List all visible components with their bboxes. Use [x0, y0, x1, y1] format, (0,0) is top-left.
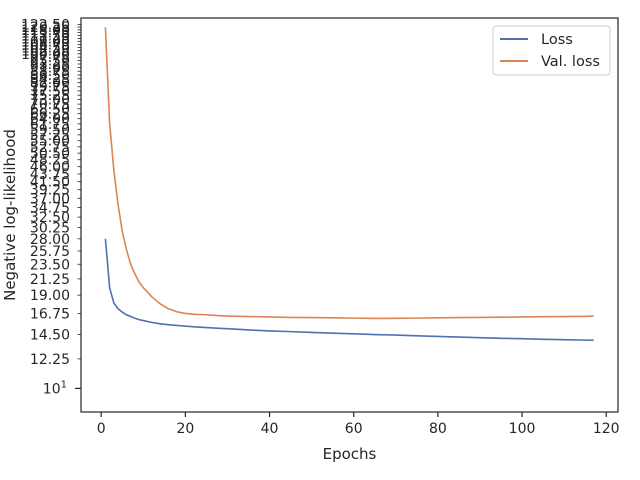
y-tick-label: 104.50 — [21, 40, 70, 56]
y-tick-label: 109.00 — [21, 34, 70, 50]
y-tick-label: 79.75 — [30, 80, 70, 96]
y-tick-label: 19.00 — [30, 288, 70, 304]
y-tick-label: 48.25 — [30, 153, 70, 169]
x-tick-label: 40 — [261, 421, 279, 437]
y-tick-label: 41.50 — [30, 175, 70, 191]
y-tick-label: 59.50 — [30, 122, 70, 138]
y-tick-label: 88.75 — [30, 64, 70, 80]
y-tick-label: 64.00 — [30, 112, 70, 128]
plot-area — [80, 17, 619, 413]
y-tick-label: 73.00 — [30, 93, 70, 109]
y-tick-label: 93.25 — [30, 57, 70, 73]
y-tick-label: 37.00 — [30, 191, 70, 207]
y-tick-label: 43.75 — [30, 167, 70, 183]
legend-label-val-loss: Val. loss — [541, 54, 600, 70]
y-tick-label: 28.00 — [30, 232, 70, 248]
y-tick-label: 115.75 — [21, 26, 70, 42]
y-tick-label: 55.00 — [30, 134, 70, 150]
x-axis-label: Epochs — [323, 445, 377, 463]
y-tick-label: 97.75 — [30, 50, 70, 66]
y-tick-label: 86.50 — [30, 68, 70, 84]
y-tick-label: 111.25 — [21, 31, 70, 47]
x-axis: 0 20 40 60 80 100 120 — [97, 412, 620, 437]
y-tick-label: 12.25 — [30, 352, 70, 368]
y-tick-label: 23.50 — [30, 257, 70, 273]
y-tick-label: 118.00 — [21, 23, 70, 39]
y-tick-label: 34.75 — [30, 200, 70, 216]
y-tick-label: 84.25 — [30, 72, 70, 88]
y-tick-label: 70.75 — [30, 97, 70, 113]
y-major-tick-label: 101 — [43, 379, 67, 397]
y-axis-label: Negative log-likelihood — [1, 129, 19, 301]
y-tick-label: 21.25 — [30, 272, 70, 288]
y-tick-label: 100.00 — [21, 47, 70, 63]
x-tick-label: 100 — [509, 421, 536, 437]
y-tick-label: 95.50 — [30, 54, 70, 70]
y-tick-label: 32.50 — [30, 210, 70, 226]
y-tick-label: 106.75 — [21, 37, 70, 53]
y-tick-label: 16.75 — [30, 306, 70, 322]
y-tick-label: 120.25 — [21, 20, 70, 36]
y-axis: 12.25 14.50 16.75 19.0021.2523.5025.7528.00… — [21, 17, 81, 397]
series-layer — [104, 27, 594, 342]
x-tick-label: 20 — [176, 421, 194, 437]
y-tick-label: 30.25 — [30, 221, 70, 237]
plot-frame — [80, 17, 619, 413]
x-tick-label: 120 — [593, 421, 620, 437]
x-tick-label: 80 — [429, 421, 447, 437]
y-tick-label: 68.50 — [30, 102, 70, 118]
y-tick-label: 46.00 — [30, 160, 70, 176]
y-tick-label: 82.00 — [30, 76, 70, 92]
x-tick-label: 0 — [97, 421, 106, 437]
y-tick-label: 91.00 — [30, 61, 70, 77]
series-line-loss — [104, 238, 594, 342]
y-tick-label: 52.75 — [30, 140, 70, 156]
y-tick-label: 25.75 — [30, 244, 70, 260]
y-tick-label: 50.50 — [30, 146, 70, 162]
y-tick-label: 77.50 — [30, 84, 70, 100]
y-tick-label: 57.25 — [30, 128, 70, 144]
y-tick-label: 75.25 — [30, 88, 70, 104]
y-tick-label: 66.25 — [30, 107, 70, 123]
y-tick-label: 102.25 — [21, 44, 70, 60]
y-tick-label: 14.50 — [30, 327, 70, 343]
x-tick-label: 60 — [345, 421, 363, 437]
y-tick-label: 113.50 — [21, 28, 70, 44]
legend-label-loss: Loss — [541, 32, 573, 48]
y-tick-label: 122.50 — [21, 17, 70, 33]
y-tick-label: 39.25 — [30, 183, 70, 199]
y-tick-label: 61.75 — [30, 117, 70, 133]
legend: Loss Val. loss — [492, 25, 611, 76]
series-line-val-loss — [104, 27, 594, 320]
